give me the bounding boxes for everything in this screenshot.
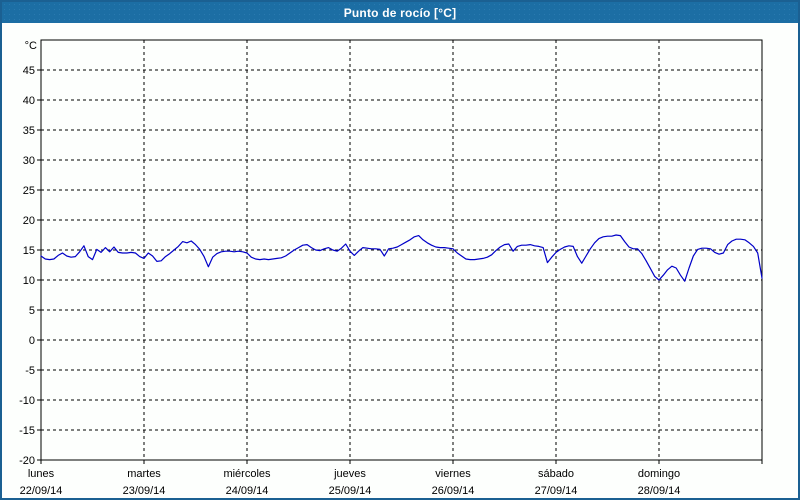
x-day-name-label: viernes: [435, 468, 471, 480]
x-day-date-label: 25/09/14: [329, 485, 372, 497]
y-tick-label: -20: [19, 455, 35, 467]
x-day-date-label: 22/09/14: [20, 485, 63, 497]
y-tick-label: 25: [23, 185, 35, 197]
y-tick-label: 35: [23, 125, 35, 137]
chart-title: Punto de rocío [°C]: [343, 5, 457, 20]
y-tick-label: 30: [23, 155, 35, 167]
y-tick-label: 15: [23, 245, 35, 257]
x-day-date-label: 27/09/14: [535, 485, 578, 497]
dew-point-series-line: [40, 234, 763, 282]
x-day-name-label: sábado: [538, 468, 574, 480]
y-tick-label: 0: [29, 335, 35, 347]
x-day-name-label: martes: [127, 468, 161, 480]
x-day-date-label: 26/09/14: [432, 485, 475, 497]
y-axis-unit-label: °C: [25, 40, 37, 52]
y-tick-label: 45: [23, 65, 35, 77]
x-day-date-label: 24/09/14: [226, 485, 269, 497]
x-day-date-label: 23/09/14: [123, 485, 166, 497]
y-tick-label: 10: [23, 275, 35, 287]
chart-area: °C 45 40 35 30 25 20 15 10 5 0 -5 -10 -15 -20 lunes 22/0…: [2, 23, 798, 498]
titlebar: Punto de rocío [°C]: [2, 2, 798, 23]
x-day-name-label: miércoles: [223, 468, 271, 480]
x-day-name-label: domingo: [638, 468, 680, 480]
y-tick-label: 20: [23, 215, 35, 227]
y-tick-label: -15: [19, 425, 35, 437]
x-day-name-label: jueves: [333, 468, 366, 480]
y-tick-label: -5: [25, 365, 35, 377]
x-day-date-label: 28/09/14: [638, 485, 681, 497]
x-day-name-label: lunes: [28, 468, 55, 480]
y-tick-label: 5: [29, 305, 35, 317]
y-tick-label: 40: [23, 95, 35, 107]
y-tick-label: -10: [19, 395, 35, 407]
